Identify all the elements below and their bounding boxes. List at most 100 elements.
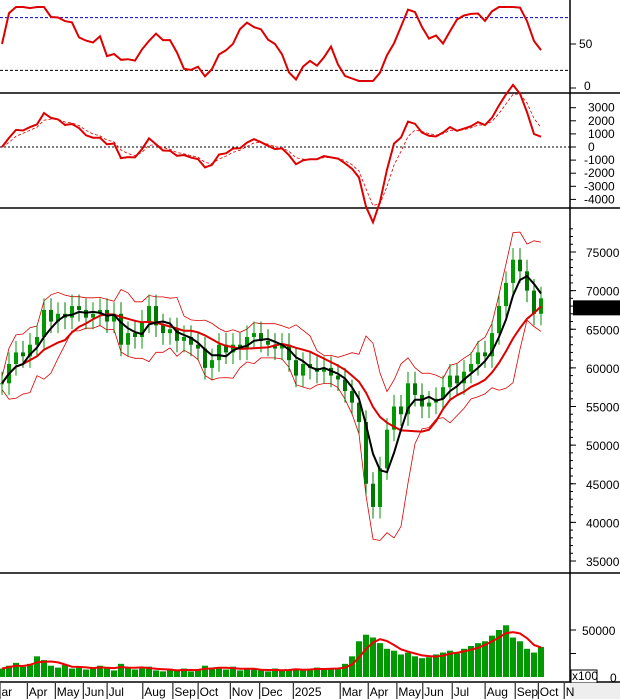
candle-body — [196, 344, 200, 349]
macd-tick-label: -1000 — [584, 153, 615, 167]
x-tick-label: Nov — [232, 685, 253, 699]
x-tick-label: Jul — [109, 685, 124, 699]
volume-bar — [426, 657, 432, 677]
volume-bar — [356, 641, 362, 677]
candle-body — [294, 360, 298, 376]
candle-body — [77, 306, 81, 310]
last-price-box — [573, 300, 620, 316]
volume-bar — [363, 634, 369, 677]
x-tick-label: Oct — [540, 685, 559, 699]
volume-bar — [468, 645, 474, 677]
volume-bar — [503, 625, 509, 677]
volume-bar — [538, 646, 544, 677]
last-price-label: 69000.00 — [575, 301, 620, 315]
volume-bar — [265, 671, 271, 677]
volume-bar — [27, 663, 33, 677]
x-tick-label: Sep — [174, 685, 196, 699]
rsi-tick-label: 50 — [579, 37, 593, 51]
x-tick-label: Dec — [261, 685, 282, 699]
volume-bar — [20, 666, 26, 677]
volume-bar — [447, 650, 453, 677]
volume-bar — [55, 667, 61, 677]
candle-body — [462, 371, 466, 384]
candle-body — [413, 383, 417, 395]
candle-body — [119, 313, 123, 345]
x-tick-label: Aug — [144, 685, 165, 699]
candle-body — [511, 259, 515, 283]
price-tick-label: 60000 — [586, 362, 620, 376]
candle-body — [287, 344, 291, 361]
candle-body — [476, 352, 480, 365]
candle-body — [406, 383, 410, 415]
volume-bar — [216, 668, 222, 677]
candle-body — [175, 329, 179, 341]
candle-body — [182, 336, 186, 341]
candle-body — [518, 259, 522, 272]
price-tick-label: 45000 — [586, 478, 620, 492]
candle-body — [224, 344, 228, 353]
volume-bar — [307, 669, 313, 677]
moving-average-long — [1, 305, 542, 433]
axis-corner — [570, 683, 620, 699]
volume-bar — [440, 652, 446, 677]
macd-tick-label: -2000 — [584, 166, 615, 180]
candle-body — [364, 421, 368, 484]
x-tick-label: Jul — [454, 685, 469, 699]
volume-bar — [398, 654, 404, 677]
volume-bar — [0, 668, 5, 677]
candle-body — [448, 375, 452, 388]
candle-body — [168, 329, 172, 334]
volume-bar — [384, 648, 390, 677]
volume-bar — [419, 658, 425, 677]
candle-body — [203, 348, 207, 368]
volume-bar — [377, 643, 383, 677]
candle-body — [420, 394, 424, 407]
candle-body — [441, 387, 445, 399]
volume-moving-average — [1, 631, 542, 672]
volume-bar — [279, 670, 285, 677]
x-tick-label: Jun — [424, 685, 443, 699]
candle-body — [161, 325, 165, 334]
volume-bar — [111, 670, 117, 677]
volume-bar — [104, 668, 110, 677]
x-tick-label: 2025 — [295, 685, 322, 699]
volume-bar — [370, 637, 376, 677]
candle-body — [539, 298, 543, 314]
price-tick-label: 75000 — [586, 246, 620, 260]
volume-bar — [83, 669, 89, 677]
volume-bar — [132, 669, 138, 677]
volume-bar — [524, 648, 530, 677]
volume-tick-label: 0 — [610, 671, 617, 685]
x-tick-label: Oct — [200, 685, 219, 699]
volume-bar — [6, 665, 12, 677]
volume-bar — [517, 641, 523, 677]
volume-bar — [195, 669, 201, 677]
candle-body — [112, 313, 116, 322]
moving-average-short — [1, 274, 542, 474]
candle-body — [301, 364, 305, 376]
volume-bar — [272, 668, 278, 677]
candle-body — [490, 333, 494, 357]
candle-body — [217, 344, 221, 361]
candle-body — [280, 344, 284, 349]
volume-bar — [69, 668, 75, 677]
rsi-line — [1, 6, 542, 82]
candle-body — [371, 483, 375, 507]
candle-body — [14, 352, 18, 365]
volume-bar — [41, 660, 47, 677]
volume-unit-label: x100 — [572, 669, 598, 683]
candle-body — [483, 352, 487, 357]
candle-body — [210, 360, 214, 368]
candle-body — [399, 406, 403, 415]
volume-bar — [342, 663, 348, 677]
candle-body — [140, 321, 144, 337]
candle-body — [455, 375, 459, 384]
volume-bar — [209, 667, 215, 677]
candle-body — [21, 352, 25, 357]
x-tick-label: N — [566, 685, 575, 699]
macd-tick-label: 0 — [588, 140, 595, 154]
volume-bar — [251, 669, 257, 677]
candle-body — [252, 333, 256, 337]
macd-tick-label: 1000 — [588, 127, 615, 141]
volume-bar — [349, 656, 355, 677]
